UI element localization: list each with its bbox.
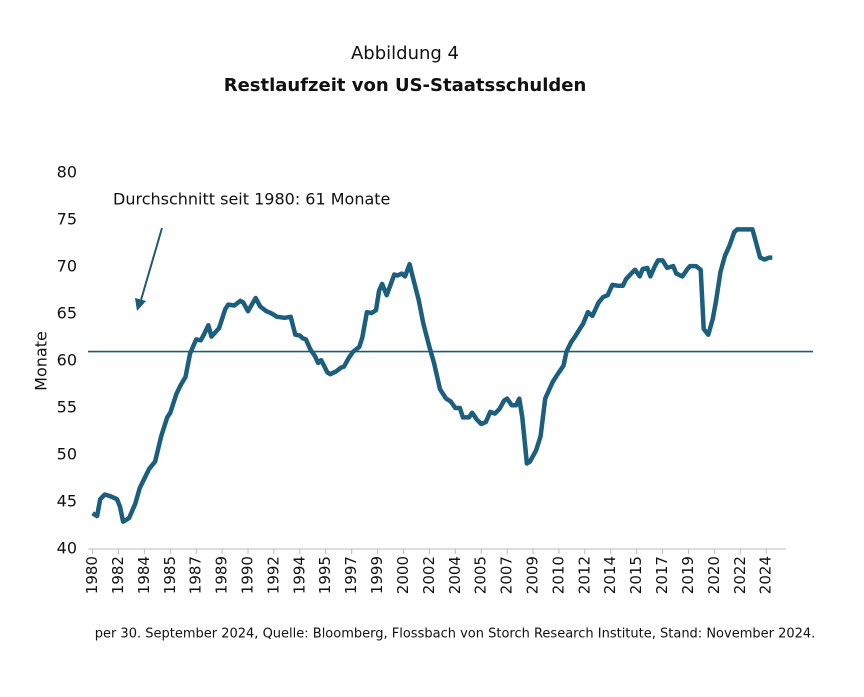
x-tick-label: 1985 <box>161 556 179 594</box>
y-tick-label: 80 <box>57 163 77 182</box>
y-axis-label: Monate <box>32 331 51 391</box>
footnote: per 30. September 2024, Quelle: Bloomber… <box>95 627 816 642</box>
arrow-head <box>135 298 146 311</box>
x-tick-label: 2005 <box>472 556 490 594</box>
chart-title: Abbildung 4 <box>351 43 459 64</box>
y-tick-label: 65 <box>57 304 77 323</box>
data-line <box>91 227 773 524</box>
y-tick-label: 55 <box>57 398 77 417</box>
y-tick-label: 70 <box>57 257 77 276</box>
x-tick-label: 2002 <box>420 556 438 594</box>
annotation: Durchschnitt seit 1980: 61 Monate <box>113 190 390 209</box>
y-tick-label: 60 <box>57 351 77 370</box>
x-tick-label: 1989 <box>213 556 231 594</box>
x-tick-label: 2012 <box>575 556 593 594</box>
x-tick-label: 1982 <box>109 556 127 594</box>
x-tick-label: 2000 <box>394 556 412 594</box>
x-tick-label: 1994 <box>290 556 308 594</box>
x-tick-label: 2009 <box>524 556 542 594</box>
x-tick-label: 2019 <box>679 556 697 594</box>
x-tick-label: 1980 <box>83 556 101 594</box>
chart-subtitle: Restlaufzeit von US-Staatsschulden <box>224 75 587 96</box>
x-tick-label: 2015 <box>627 556 645 594</box>
annotation-arrow <box>140 227 163 301</box>
x-tick-label: 2017 <box>653 556 671 594</box>
x-tick-label: 1997 <box>342 556 360 594</box>
x-tick-label: 1992 <box>264 556 282 594</box>
x-tick-label: 1995 <box>316 556 334 594</box>
x-tick-label: 1984 <box>135 556 153 594</box>
x-tick-label: 1999 <box>368 556 386 594</box>
y-tick-label: 75 <box>57 210 77 229</box>
y-tick-label: 50 <box>57 445 77 464</box>
x-tick-label: 2022 <box>731 556 749 594</box>
x-tick-label: 2007 <box>498 556 516 594</box>
x-tick-label: 2024 <box>757 556 775 594</box>
x-tick-label: 1990 <box>239 556 257 594</box>
y-tick-label: 45 <box>57 492 77 511</box>
x-tick-label: 2010 <box>549 556 567 594</box>
x-tick-label: 2014 <box>601 556 619 594</box>
x-tick-label: 2020 <box>705 556 723 594</box>
y-tick-label: 40 <box>57 539 77 558</box>
x-tick-label: 2004 <box>446 556 464 594</box>
x-tick-label: 1987 <box>187 556 205 594</box>
